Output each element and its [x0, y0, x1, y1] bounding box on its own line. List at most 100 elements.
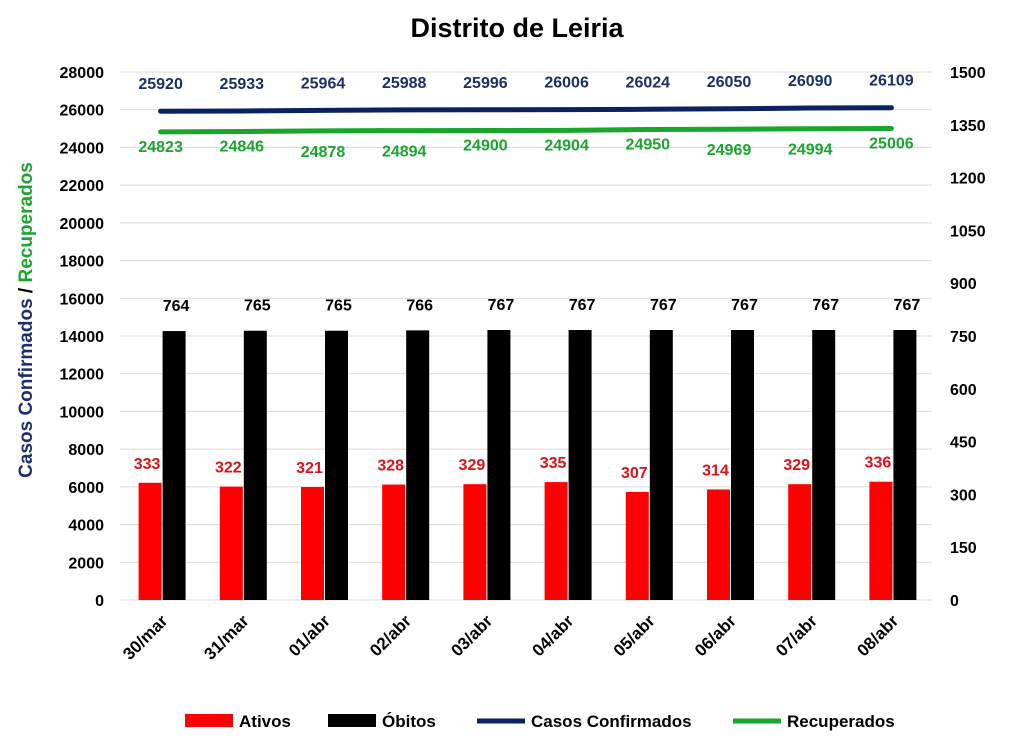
- x-tick-label: 07/abr: [772, 611, 821, 660]
- x-tick-label: 08/abr: [853, 611, 902, 660]
- left-tick-label: 6000: [68, 480, 104, 497]
- legend: Ativos Óbitos Casos Confirmados Recuperados: [185, 712, 895, 731]
- right-tick-label: 150: [950, 540, 977, 557]
- legend-label: Óbitos: [382, 712, 436, 731]
- data-label: 25988: [382, 75, 427, 92]
- data-label: 24894: [382, 144, 427, 161]
- bar-bitos: [649, 330, 673, 600]
- bar-bitos: [162, 331, 186, 600]
- data-label: 26024: [626, 74, 671, 91]
- bar-bitos: [731, 330, 754, 600]
- left-tick-label: 10000: [60, 404, 105, 421]
- data-labels-layer: 333 322 321 328 329 335 307 314 329 336 764 765 765 7…: [134, 73, 921, 482]
- left-tick-label: 4000: [68, 518, 104, 535]
- bar-bitos: [487, 330, 511, 600]
- right-tick-label: 750: [950, 329, 977, 346]
- bar-ativos: [301, 487, 324, 600]
- data-label: 766: [406, 297, 433, 314]
- data-label: 764: [163, 298, 190, 315]
- data-label: 24823: [138, 139, 183, 156]
- left-tick-label: 18000: [60, 254, 105, 271]
- bar-ativos: [138, 482, 162, 600]
- bar-ativos: [219, 486, 243, 600]
- x-axis-ticks: 30/mar 31/mar 01/abr 02/abr 03/abr 04/abr 05/a…: [119, 611, 902, 663]
- ylabel-separator: /: [16, 283, 37, 299]
- ylabel-recuperados: Recuperados: [16, 162, 37, 282]
- data-label: 24994: [788, 142, 833, 159]
- data-label: 767: [731, 297, 758, 314]
- bar-ativos: [625, 491, 649, 600]
- left-tick-label: 12000: [60, 367, 105, 384]
- data-label: 25996: [463, 75, 508, 92]
- data-label: 329: [459, 457, 486, 474]
- bar-ativos: [869, 481, 893, 600]
- x-tick-label: 01/abr: [285, 611, 334, 660]
- right-tick-label: 450: [950, 435, 977, 452]
- right-tick-label: 1500: [950, 65, 986, 82]
- data-label: 24900: [463, 137, 508, 154]
- data-label: 26006: [544, 75, 589, 92]
- left-axis-ticks: 2800026000240002200020000180001600014000…: [60, 65, 105, 610]
- legend-swatch: [185, 714, 233, 727]
- x-tick-label: 30/mar: [119, 611, 171, 663]
- left-tick-label: 0: [95, 593, 104, 610]
- right-tick-label: 1050: [950, 223, 986, 240]
- right-tick-label: 900: [950, 276, 977, 293]
- bar-ativos: [707, 489, 730, 600]
- chart-title: Distrito de Leiria: [410, 13, 624, 43]
- bar-bitos: [812, 330, 836, 600]
- right-tick-label: 1200: [950, 171, 986, 188]
- data-label: 314: [702, 462, 729, 479]
- x-tick-label: 31/mar: [200, 611, 252, 663]
- data-label: 321: [296, 460, 323, 477]
- left-tick-label: 28000: [60, 65, 105, 82]
- data-label: 24846: [220, 138, 265, 155]
- data-label: 333: [134, 456, 161, 473]
- right-tick-label: 300: [950, 487, 977, 504]
- legend-label: Casos Confirmados: [531, 712, 692, 731]
- right-tick-label: 600: [950, 382, 977, 399]
- data-label: 26109: [869, 73, 914, 90]
- data-label: 25920: [138, 76, 183, 93]
- bars-layer: [138, 330, 917, 600]
- legend-label: Ativos: [239, 712, 291, 731]
- left-tick-label: 8000: [68, 442, 104, 459]
- x-tick-label: 03/abr: [447, 611, 496, 660]
- data-label: 26090: [788, 73, 833, 90]
- data-label: 767: [894, 297, 921, 314]
- data-label: 24878: [301, 144, 346, 161]
- data-label: 336: [865, 455, 892, 472]
- x-tick-label: 06/abr: [691, 611, 740, 660]
- data-label: 322: [215, 460, 242, 477]
- left-tick-label: 26000: [60, 103, 105, 120]
- data-label: 765: [244, 298, 271, 315]
- left-tick-label: 22000: [60, 178, 105, 195]
- series-line-recuperados: [158, 126, 894, 135]
- data-label: 24904: [544, 137, 589, 154]
- left-tick-label: 16000: [60, 291, 105, 308]
- bar-ativos: [788, 484, 812, 600]
- data-label: 335: [540, 455, 567, 472]
- data-label: 767: [488, 297, 515, 314]
- data-label: 25006: [869, 135, 914, 152]
- bar-bitos: [406, 330, 430, 600]
- right-tick-label: 1350: [950, 118, 986, 135]
- data-label: 767: [812, 297, 839, 314]
- bar-ativos: [544, 482, 568, 600]
- bar-bitos: [325, 330, 348, 600]
- right-tick-label: 0: [950, 593, 959, 610]
- data-label: 767: [569, 297, 596, 314]
- left-tick-label: 24000: [60, 140, 105, 157]
- x-tick-label: 04/abr: [529, 611, 578, 660]
- x-tick-label: 02/abr: [366, 611, 415, 660]
- legend-swatch: [328, 714, 376, 727]
- data-label: 765: [325, 298, 352, 315]
- data-label: 767: [650, 297, 677, 314]
- series-line-casos-confirmados: [158, 105, 894, 114]
- left-axis-label: Casos Confirmados / Recuperados: [16, 162, 37, 478]
- data-label: 25933: [220, 76, 265, 93]
- ylabel-confirmados: Casos Confirmados: [16, 298, 37, 477]
